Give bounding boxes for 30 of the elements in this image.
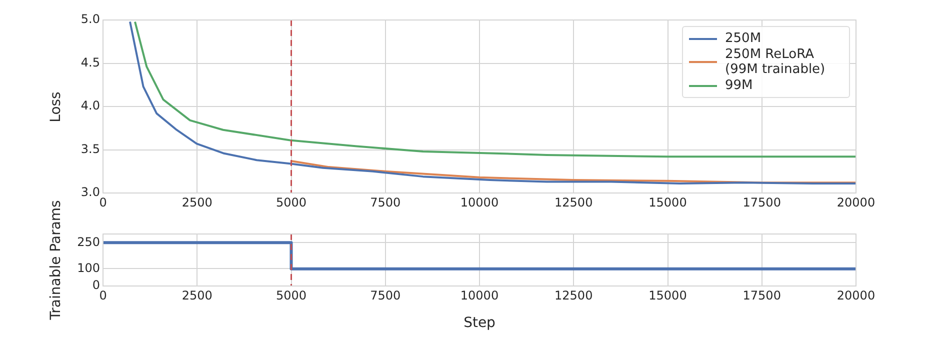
y-tick-label: 3.0 [80, 185, 100, 200]
legend-label: 99M [725, 78, 753, 93]
x-tick-label: 17500 [742, 195, 781, 210]
x-tick-label: 15000 [648, 195, 687, 210]
y-tick-label: 4.0 [80, 98, 100, 113]
x-tick-label: 12500 [554, 288, 593, 302]
x-tick-label: 2500 [182, 288, 212, 302]
y-tick-label: 100 [77, 260, 100, 275]
x-tick-label: 20000 [836, 288, 876, 302]
y-axis-title: Loss [48, 91, 64, 122]
x-tick-label: 5000 [276, 195, 307, 210]
x-tick-label: 7500 [370, 288, 401, 302]
x-tick-label: 17500 [742, 288, 781, 302]
x-axis-title: Step [464, 315, 496, 332]
y-axis-title: Trainable Params [48, 200, 64, 320]
x-tick-label: 12500 [554, 195, 593, 210]
x-tick-label: 20000 [836, 195, 876, 210]
x-tick-label: 10000 [460, 288, 499, 302]
legend-label: 250M [725, 31, 762, 46]
y-tick-label: 0 [92, 278, 100, 292]
y-tick-label: 5.0 [80, 12, 100, 26]
x-tick-label: 15000 [648, 288, 687, 302]
y-tick-label: 4.5 [80, 55, 100, 70]
y-tick-label: 3.5 [80, 142, 100, 156]
x-tick-label: 2500 [182, 195, 212, 210]
x-tick-label: 5000 [276, 288, 307, 302]
y-tick-label: 250 [77, 234, 100, 249]
x-tick-label: 10000 [460, 195, 499, 210]
x-tick-label: 7500 [370, 195, 401, 210]
legend-label: 250M ReLoRA (99M trainable) [725, 47, 826, 77]
